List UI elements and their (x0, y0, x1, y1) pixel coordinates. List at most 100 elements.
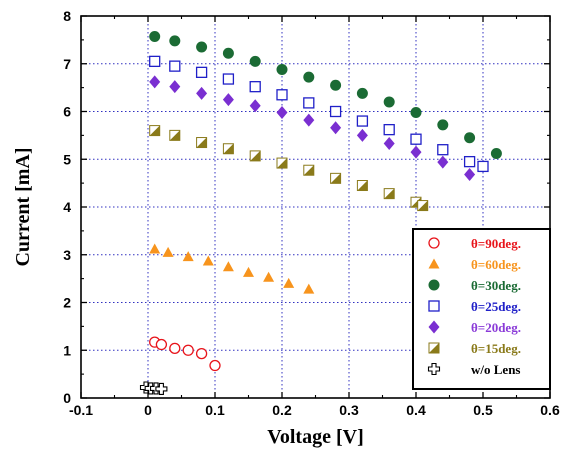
data-point (222, 47, 234, 59)
y-tick-label: 7 (63, 56, 71, 72)
legend-marker (428, 300, 440, 312)
data-point (276, 105, 288, 119)
data-point (222, 73, 235, 85)
data-point (477, 160, 489, 173)
legend-item: θ=60deg. (428, 257, 521, 272)
data-point (437, 144, 449, 156)
legend-marker (428, 342, 440, 354)
data-point (356, 87, 368, 99)
y-tick-label: 2 (63, 295, 71, 311)
data-point (330, 79, 342, 91)
data-point (303, 97, 315, 109)
y-tick-label: 6 (63, 104, 71, 120)
series-4 (149, 75, 476, 182)
y-tick-label: 8 (63, 8, 71, 24)
data-point (276, 63, 288, 75)
data-point (162, 246, 174, 257)
data-point (490, 148, 502, 160)
x-tick-label: 0 (144, 402, 152, 418)
data-point (464, 168, 476, 182)
legend-item: θ=15deg. (428, 341, 521, 356)
data-point (243, 266, 254, 277)
data-point (330, 121, 342, 135)
data-point (155, 382, 168, 395)
data-point (437, 119, 449, 131)
data-point (222, 261, 234, 272)
data-point (249, 150, 261, 162)
series-3 (149, 55, 489, 173)
x-tick-label: 0.1 (205, 402, 225, 418)
data-point (149, 75, 161, 89)
legend-item: w/o Lens (427, 362, 520, 377)
data-point (196, 86, 208, 100)
data-point (437, 155, 449, 169)
data-point (303, 283, 315, 294)
legend-marker (427, 362, 441, 376)
data-point (303, 164, 315, 176)
data-point (463, 155, 476, 168)
data-point (410, 106, 422, 118)
x-tick-label: 0.4 (406, 402, 426, 418)
legend-marker (428, 258, 440, 269)
legend-item: θ=30deg. (428, 278, 521, 293)
data-point (303, 71, 315, 83)
y-tick-label: 0 (63, 390, 71, 406)
data-point (209, 359, 221, 372)
data-point (149, 243, 161, 254)
data-point (383, 188, 395, 200)
data-point (169, 129, 181, 141)
data-point (182, 344, 194, 356)
y-tick-label: 5 (63, 151, 71, 167)
data-point (276, 89, 288, 101)
series-0 (149, 336, 221, 372)
x-tick-label: 0.2 (272, 402, 292, 418)
data-point (283, 277, 295, 288)
data-point (303, 113, 315, 127)
data-point (356, 115, 369, 127)
data-point (169, 342, 181, 354)
data-point (383, 136, 395, 150)
legend-marker (428, 320, 440, 334)
y-tick-label: 1 (63, 342, 71, 358)
legend-item: θ=90deg. (428, 236, 521, 251)
data-point (356, 180, 368, 192)
data-point (222, 143, 234, 155)
legend-marker (428, 279, 440, 291)
data-point (383, 96, 395, 108)
data-point (330, 172, 342, 184)
data-point (263, 271, 275, 282)
data-point (149, 55, 161, 68)
data-point (195, 347, 208, 360)
data-point (182, 251, 194, 262)
x-tick-label: -0.1 (69, 402, 93, 418)
data-point (276, 157, 288, 169)
data-point (329, 105, 342, 118)
data-point (169, 80, 181, 94)
legend-label: θ=20deg. (471, 320, 521, 335)
data-point (195, 66, 208, 78)
series-6 (139, 381, 168, 395)
x-tick-label: 0.6 (540, 402, 560, 418)
data-marks (139, 31, 502, 395)
data-point (464, 132, 476, 144)
series-2 (149, 31, 502, 160)
data-point (196, 137, 208, 149)
legend-label: θ=60deg. (471, 257, 521, 272)
series-5 (149, 125, 429, 212)
data-point (410, 145, 422, 159)
legend-label: θ=25deg. (471, 299, 521, 314)
data-point (149, 31, 161, 43)
data-point (202, 255, 214, 266)
data-point (356, 128, 368, 142)
legend-label: θ=30deg. (471, 278, 521, 293)
y-tick-label: 3 (63, 247, 71, 263)
x-tick-label: 0.5 (473, 402, 493, 418)
y-axis-title: Current [mA] (12, 147, 34, 266)
x-axis-title: Voltage [V] (267, 426, 363, 448)
series-1 (149, 243, 315, 294)
x-tick-label: 0.3 (339, 402, 359, 418)
legend-item: θ=25deg. (428, 299, 521, 314)
data-point (196, 41, 208, 53)
data-point (410, 133, 422, 145)
